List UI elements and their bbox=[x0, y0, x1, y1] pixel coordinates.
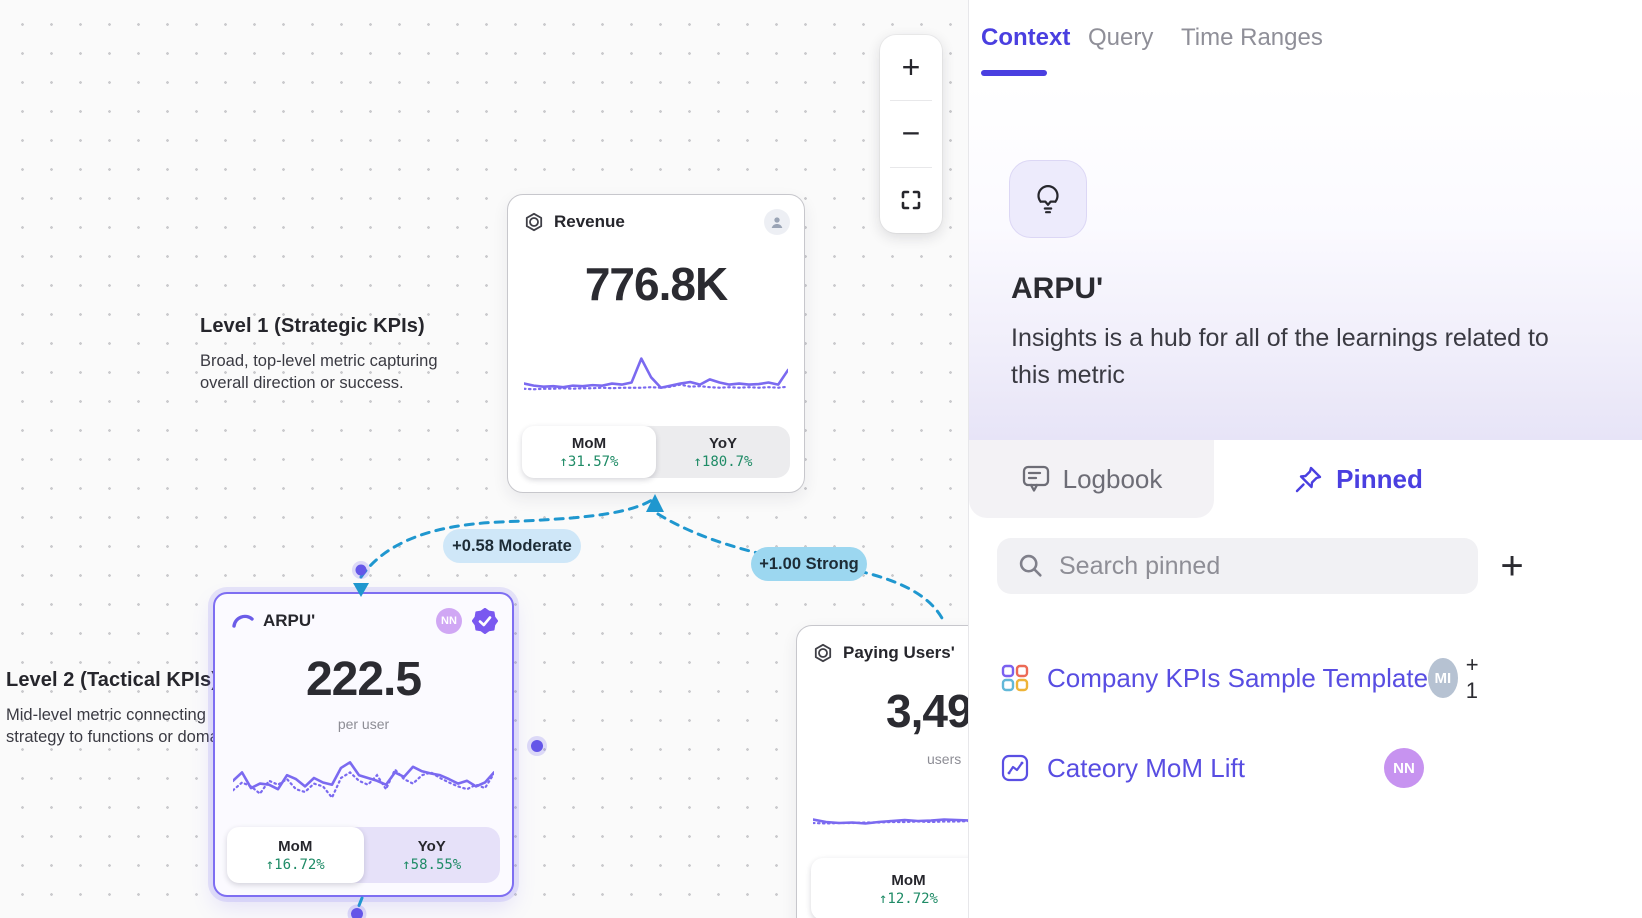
panel-tab-bar: Context Query Time Ranges bbox=[969, 0, 1642, 82]
pinned-search-row: + bbox=[969, 538, 1642, 594]
connector-dot-arpu-top[interactable] bbox=[355, 564, 367, 576]
toggle-label: MoM bbox=[278, 837, 313, 855]
toggle-label: MoM bbox=[891, 871, 926, 889]
metric-value: 3,49 bbox=[886, 685, 973, 737]
metric-unit: users bbox=[927, 751, 962, 767]
pinned-item-meta: MI + 1 bbox=[1428, 652, 1489, 704]
insight-header-section: ARPU' Insights is a hub for all of the l… bbox=[969, 82, 1642, 440]
metric-unit: per user bbox=[337, 716, 390, 732]
toggle-mom[interactable]: MoM ↑31.57% bbox=[522, 426, 656, 478]
subtab-pinned[interactable]: Pinned bbox=[1214, 440, 1503, 518]
toggle-value: ↑12.72% bbox=[878, 890, 938, 907]
zoom-out-button[interactable]: − bbox=[880, 101, 942, 166]
pushpin-icon bbox=[1295, 466, 1322, 493]
toggle-value: ↑31.57% bbox=[559, 453, 619, 470]
connector-halo bbox=[352, 561, 370, 579]
avatar[interactable]: NN bbox=[1384, 748, 1424, 788]
subtab-label: Pinned bbox=[1336, 463, 1423, 494]
avatar[interactable]: MI bbox=[1428, 658, 1458, 698]
toggle-label: YoY bbox=[417, 837, 446, 855]
owner-avatar[interactable]: NN bbox=[436, 608, 462, 634]
card-header: Revenue bbox=[524, 209, 790, 235]
extra-collaborators-count: + 1 bbox=[1465, 652, 1479, 703]
pinned-item-category-mom-lift[interactable]: Cateory MoM Lift NN bbox=[1001, 738, 1424, 798]
lightbulb-icon bbox=[1037, 185, 1059, 214]
connector-dot-arpu-right[interactable] bbox=[531, 740, 543, 752]
connector-dot-arpu-bottom[interactable] bbox=[351, 908, 363, 918]
card-header: ARPU' NN bbox=[231, 607, 499, 635]
pinned-item-label[interactable]: Cateory MoM Lift bbox=[1047, 752, 1245, 783]
toggle-mom[interactable]: MoM ↑16.72% bbox=[227, 827, 364, 883]
zoom-in-button[interactable]: + bbox=[880, 35, 942, 100]
sparkline-chart bbox=[233, 750, 494, 806]
hexagon-metric-icon bbox=[525, 212, 543, 232]
panel-subtabs: Logbook Pinned bbox=[969, 440, 1642, 518]
fit-view-icon bbox=[901, 191, 921, 210]
divider bbox=[890, 100, 932, 102]
sparkline-chart bbox=[524, 343, 788, 395]
level-1-description: Broad, top-level metric capturing overal… bbox=[200, 352, 438, 392]
plus-icon: + bbox=[901, 49, 921, 86]
search-box[interactable] bbox=[997, 538, 1478, 594]
details-side-panel: Context Query Time Ranges ARPU' Insights… bbox=[968, 0, 1642, 918]
period-toggle-group: MoM ↑16.72% YoY ↑58.55% bbox=[227, 827, 500, 883]
subtab-logbook[interactable]: Logbook bbox=[969, 440, 1214, 518]
tab-query[interactable]: Query bbox=[1088, 24, 1154, 51]
tab-context[interactable]: Context bbox=[981, 24, 1071, 51]
pinned-item-meta: NN bbox=[1384, 748, 1424, 788]
chart-icon bbox=[1001, 754, 1029, 782]
toggle-value: ↑180.7% bbox=[693, 453, 753, 470]
toggle-label: MoM bbox=[571, 434, 607, 452]
correlation-label-strong[interactable]: +1.00 Strong bbox=[751, 547, 867, 581]
active-tab-underline bbox=[981, 70, 1047, 76]
hexagon-metric-icon bbox=[814, 643, 832, 663]
level-2-annotation: Level 2 (Tactical KPIs) Mid-level metric… bbox=[6, 669, 266, 748]
level-2-title: Level 2 (Tactical KPIs) bbox=[6, 669, 219, 691]
connector-halo bbox=[527, 736, 547, 756]
arc-metric-icon bbox=[232, 614, 254, 628]
search-icon bbox=[1017, 552, 1045, 585]
level-1-title: Level 1 (Strategic KPIs) bbox=[200, 315, 425, 337]
canvas-zoom-toolbar: + − bbox=[880, 35, 942, 233]
person-icon bbox=[771, 217, 783, 228]
metric-card-arpu[interactable]: ARPU' NN 222.5 per user MoM ↑16.72% bbox=[213, 592, 514, 897]
fit-view-button[interactable] bbox=[880, 168, 942, 233]
correlation-label-moderate[interactable]: +0.58 Moderate bbox=[443, 529, 581, 563]
toggle-value: ↑16.72% bbox=[265, 856, 325, 873]
level-1-annotation: Level 1 (Strategic KPIs) Broad, top-leve… bbox=[200, 315, 440, 394]
verified-badge-icon[interactable] bbox=[471, 607, 499, 639]
pinned-item-label[interactable]: Company KPIs Sample Template bbox=[1047, 662, 1429, 693]
metric-card-revenue[interactable]: Revenue 776.8K MoM ↑31.57% YoY ↑180.7% bbox=[507, 194, 805, 493]
divider bbox=[890, 166, 932, 168]
card-title: Paying Users' bbox=[843, 643, 955, 662]
subtab-label: Logbook bbox=[1062, 463, 1163, 494]
period-toggle-group: MoM ↑31.57% YoY ↑180.7% bbox=[522, 426, 790, 478]
insight-description: Insights is a hub for all of the learnin… bbox=[1011, 324, 1549, 389]
insight-metric-title: ARPU' bbox=[1011, 272, 1104, 305]
add-pinned-button[interactable]: + bbox=[1489, 536, 1535, 596]
insight-tile bbox=[1009, 160, 1087, 238]
toggle-yoy[interactable]: YoY ↑58.55% bbox=[364, 827, 501, 883]
metric-value: 776.8K bbox=[584, 258, 728, 310]
card-title: Revenue bbox=[554, 212, 625, 231]
card-header: Paying Users' bbox=[813, 640, 1081, 666]
connector-halo bbox=[347, 904, 367, 918]
toggle-label: YoY bbox=[708, 434, 738, 452]
owner-avatar-icon[interactable] bbox=[764, 209, 790, 235]
card-title: ARPU' bbox=[263, 611, 316, 630]
edge-arpu-down bbox=[356, 896, 364, 910]
search-pinned-input[interactable] bbox=[1059, 538, 1459, 594]
metric-value: 222.5 bbox=[305, 653, 422, 706]
metric-tree-canvas[interactable]: + − Level 1 (Strategic KPIs) Broad, top-… bbox=[0, 0, 1096, 918]
toggle-yoy[interactable]: YoY ↑180.7% bbox=[656, 426, 790, 478]
toggle-value: ↑58.55% bbox=[402, 856, 462, 873]
logbook-icon bbox=[1022, 465, 1049, 492]
minus-icon: − bbox=[901, 115, 921, 152]
tab-time-ranges[interactable]: Time Ranges bbox=[1181, 24, 1323, 51]
arrowhead-into-revenue bbox=[646, 494, 664, 512]
pinned-item-company-kpis[interactable]: Company KPIs Sample Template MI + 1 bbox=[1001, 648, 1479, 708]
template-grid-icon bbox=[1001, 664, 1029, 692]
level-2-description: Mid-level metric connecting strategy to … bbox=[6, 706, 245, 746]
